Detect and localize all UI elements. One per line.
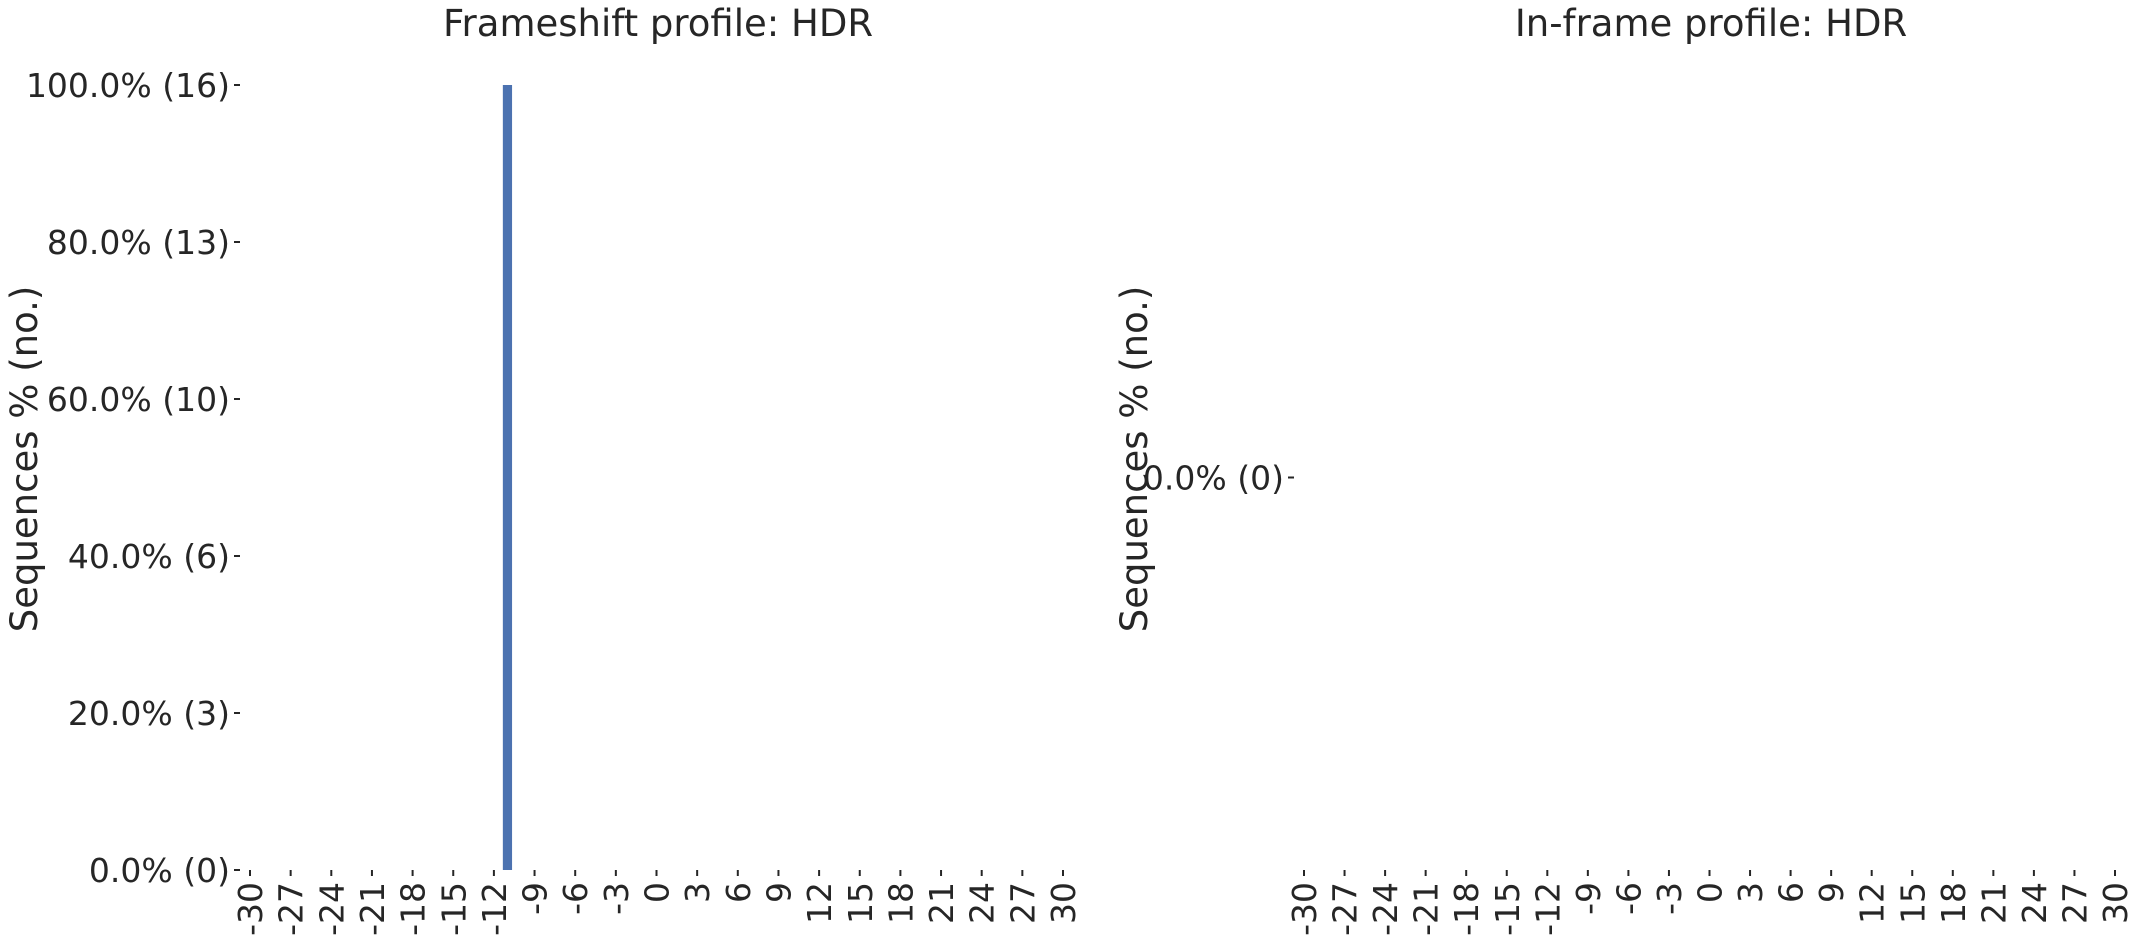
frameshift-chart: Frameshift profile: HDR Sequences % (no.… — [3, 2, 1083, 936]
chart-title: In-frame profile: HDR — [1515, 2, 1907, 45]
x-tick-label: -21 — [353, 882, 392, 936]
x-tick-label: 21 — [1974, 882, 2013, 924]
x-tick-label: 3 — [1731, 882, 1770, 903]
x-tick-label: -24 — [1366, 882, 1405, 936]
y-axis: 0.0% (0) 20.0% (3) 40.0% (6) 60.0% (10) 80.0… — [26, 66, 240, 890]
x-tick-label: -9 — [516, 882, 555, 915]
inframe-chart: In-frame profile: HDR Sequences % (no.) … — [1113, 2, 2135, 936]
x-tick-label: 27 — [1003, 882, 1042, 924]
x-tick-label: 21 — [922, 882, 961, 924]
x-tick-label: -27 — [1326, 882, 1365, 936]
y-tick-label: 40.0% (6) — [68, 537, 230, 576]
x-tick-label: 9 — [759, 882, 798, 903]
x-tick-label: -3 — [1650, 882, 1689, 915]
y-axis-label: Sequences % (no.) — [3, 286, 46, 633]
x-tick-label: -18 — [1447, 882, 1486, 936]
x-tick-label: -24 — [312, 882, 351, 936]
y-tick-label: 80.0% (13) — [47, 223, 230, 262]
x-tick-label: 9 — [1812, 882, 1851, 903]
bars — [502, 85, 513, 870]
x-tick-label: -15 — [1488, 882, 1527, 936]
x-tick-label: 30 — [1044, 882, 1083, 924]
x-tick-label: 30 — [2096, 882, 2135, 924]
x-tick-label: 18 — [881, 882, 920, 924]
x-tick-label: -9 — [1569, 882, 1608, 915]
x-axis: -30 -27 -24 -21 -18 -15 -12 -9 -6 -3 0 3 6 9 12 15 18 21 2… — [231, 870, 1083, 936]
x-tick-label: -12 — [475, 882, 514, 936]
y-axis: 0.0% (0) — [1143, 459, 1294, 498]
x-tick-label: -21 — [1407, 882, 1446, 936]
x-tick-label: 6 — [719, 882, 758, 903]
x-tick-label: -30 — [1285, 882, 1324, 936]
x-tick-label: 12 — [1853, 882, 1892, 924]
x-tick-label: 0 — [1691, 882, 1730, 903]
y-tick-label: 0.0% (0) — [1143, 459, 1284, 498]
x-tick-label: -27 — [272, 882, 311, 936]
x-tick-label: -6 — [556, 882, 595, 915]
y-tick-label: 100.0% (16) — [26, 66, 230, 105]
x-tick-label: 6 — [1772, 882, 1811, 903]
x-tick-label: 15 — [841, 882, 880, 924]
y-tick-label: 60.0% (10) — [47, 380, 230, 419]
y-tick-label: 0.0% (0) — [89, 851, 230, 890]
y-tick-label: 20.0% (3) — [68, 694, 230, 733]
x-tick-label: 15 — [1893, 882, 1932, 924]
chart-title: Frameshift profile: HDR — [443, 2, 873, 45]
bar — [502, 85, 513, 870]
x-tick-label: 24 — [963, 882, 1002, 924]
x-tick-label: -18 — [394, 882, 433, 936]
x-tick-label: -6 — [1609, 882, 1648, 915]
x-tick-label: 3 — [678, 882, 717, 903]
x-tick-label: 0 — [638, 882, 677, 903]
x-axis: -30 -27 -24 -21 -18 -15 -12 -9 -6 -3 0 3 6 9 12 15 18 21 2… — [1285, 870, 2135, 936]
x-tick-label: 12 — [800, 882, 839, 924]
y-axis-label: Sequences % (no.) — [1113, 286, 1156, 633]
x-tick-label: -12 — [1528, 882, 1567, 936]
x-tick-label: 24 — [2015, 882, 2054, 924]
x-tick-label: -15 — [434, 882, 473, 936]
x-tick-label: -3 — [597, 882, 636, 915]
x-tick-label: 27 — [2055, 882, 2094, 924]
x-tick-label: 18 — [1934, 882, 1973, 924]
x-tick-label: -30 — [231, 882, 270, 936]
